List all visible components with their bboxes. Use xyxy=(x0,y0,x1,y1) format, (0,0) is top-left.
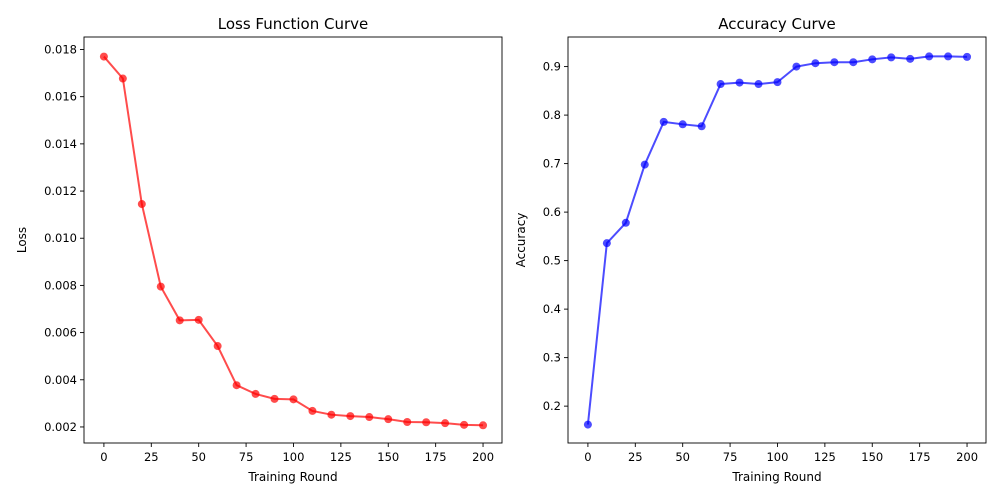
accuracy-data-point xyxy=(811,59,820,68)
accuracy-y-tick-label: 0.6 xyxy=(543,205,561,219)
accuracy-x-axis-label: Training Round xyxy=(731,470,821,484)
accuracy-data-point xyxy=(906,54,915,63)
accuracy-data-point xyxy=(735,78,744,87)
accuracy-x-tick-label: 0 xyxy=(584,450,591,464)
loss-data-point xyxy=(479,421,488,430)
loss-series-line xyxy=(103,55,484,427)
accuracy-x-tick-label: 75 xyxy=(723,450,738,464)
loss-y-tick-label: 0.010 xyxy=(44,231,77,245)
accuracy-chart: Accuracy Curve Training Round Accuracy 0… xyxy=(514,15,987,484)
loss-data-point xyxy=(194,315,203,324)
accuracy-data-point xyxy=(887,53,896,62)
loss-x-tick-label: 200 xyxy=(472,450,494,464)
accuracy-series-line xyxy=(586,55,968,425)
accuracy-data-point xyxy=(868,55,877,64)
accuracy-data-point xyxy=(602,239,611,248)
accuracy-data-point xyxy=(640,160,649,169)
loss-data-point xyxy=(327,410,336,419)
loss-y-tick-label: 0.012 xyxy=(44,184,77,198)
accuracy-data-point xyxy=(944,52,953,61)
loss-x-tick-label: 50 xyxy=(191,450,206,464)
loss-data-point xyxy=(99,52,108,61)
accuracy-data-point xyxy=(678,120,687,129)
loss-data-point xyxy=(460,420,469,429)
accuracy-y-tick-label: 0.2 xyxy=(543,399,561,413)
loss-data-point xyxy=(384,415,393,424)
loss-data-point xyxy=(403,418,412,427)
loss-y-tick-label: 0.018 xyxy=(44,43,77,57)
accuracy-data-point xyxy=(849,58,858,67)
accuracy-y-tick-label: 0.9 xyxy=(543,60,561,74)
loss-x-tick-label: 25 xyxy=(144,450,159,464)
accuracy-data-point xyxy=(716,80,725,89)
loss-chart-title: Loss Function Curve xyxy=(218,15,369,33)
loss-data-point xyxy=(308,406,317,415)
accuracy-data-point xyxy=(792,62,801,71)
accuracy-data-point xyxy=(773,78,782,87)
loss-data-point xyxy=(118,74,127,83)
accuracy-y-tick-label: 0.3 xyxy=(543,351,561,365)
loss-y-tick-label: 0.008 xyxy=(44,278,77,292)
accuracy-chart-title: Accuracy Curve xyxy=(718,15,836,33)
loss-y-tick-label: 0.002 xyxy=(44,420,77,434)
loss-y-tick-label: 0.004 xyxy=(44,373,77,387)
accuracy-data-point xyxy=(754,80,763,89)
loss-y-tick-label: 0.014 xyxy=(44,137,77,151)
loss-plot-frame xyxy=(83,36,503,444)
loss-y-tick-label: 0.016 xyxy=(44,90,77,104)
loss-data-point xyxy=(270,394,279,403)
loss-data-point xyxy=(156,282,165,291)
accuracy-x-tick-label: 125 xyxy=(814,450,836,464)
loss-data-point xyxy=(251,389,260,398)
loss-data-point xyxy=(213,342,222,351)
loss-data-point xyxy=(346,412,355,421)
accuracy-data-point xyxy=(925,52,934,61)
accuracy-y-tick-label: 0.7 xyxy=(543,157,561,171)
accuracy-x-tick-label: 50 xyxy=(675,450,690,464)
accuracy-y-axis-label: Accuracy xyxy=(514,213,528,268)
loss-x-tick-label: 150 xyxy=(377,450,399,464)
loss-chart: Loss Function Curve Training Round Loss … xyxy=(15,15,503,484)
accuracy-y-tick-label: 0.5 xyxy=(543,254,561,268)
loss-data-point xyxy=(232,381,241,390)
accuracy-x-tick-label: 175 xyxy=(909,450,931,464)
accuracy-y-tick-label: 0.8 xyxy=(543,108,561,122)
loss-x-axis-label: Training Round xyxy=(247,470,337,484)
accuracy-x-tick-label: 100 xyxy=(766,450,788,464)
accuracy-data-point xyxy=(830,58,839,67)
loss-data-point xyxy=(441,419,450,428)
loss-y-tick-label: 0.006 xyxy=(44,326,77,340)
accuracy-data-point xyxy=(697,122,706,131)
loss-x-tick-label: 75 xyxy=(239,450,254,464)
loss-x-tick-label: 0 xyxy=(100,450,107,464)
loss-x-tick-label: 125 xyxy=(330,450,352,464)
accuracy-x-tick-label: 150 xyxy=(861,450,883,464)
accuracy-x-tick-label: 25 xyxy=(628,450,643,464)
accuracy-x-tick-label: 200 xyxy=(956,450,978,464)
accuracy-plot-frame xyxy=(567,36,987,444)
accuracy-data-point xyxy=(583,420,592,429)
accuracy-y-tick-label: 0.4 xyxy=(543,302,561,316)
loss-data-point xyxy=(175,316,184,325)
loss-data-point xyxy=(422,418,431,427)
accuracy-data-point xyxy=(659,117,668,126)
loss-x-tick-label: 175 xyxy=(425,450,447,464)
accuracy-data-point xyxy=(621,218,630,227)
accuracy-data-point xyxy=(963,52,972,61)
loss-x-tick-label: 100 xyxy=(282,450,304,464)
loss-data-point xyxy=(289,395,298,404)
loss-data-point xyxy=(137,200,146,209)
loss-y-axis-label: Loss xyxy=(15,227,29,253)
loss-data-point xyxy=(365,413,374,422)
